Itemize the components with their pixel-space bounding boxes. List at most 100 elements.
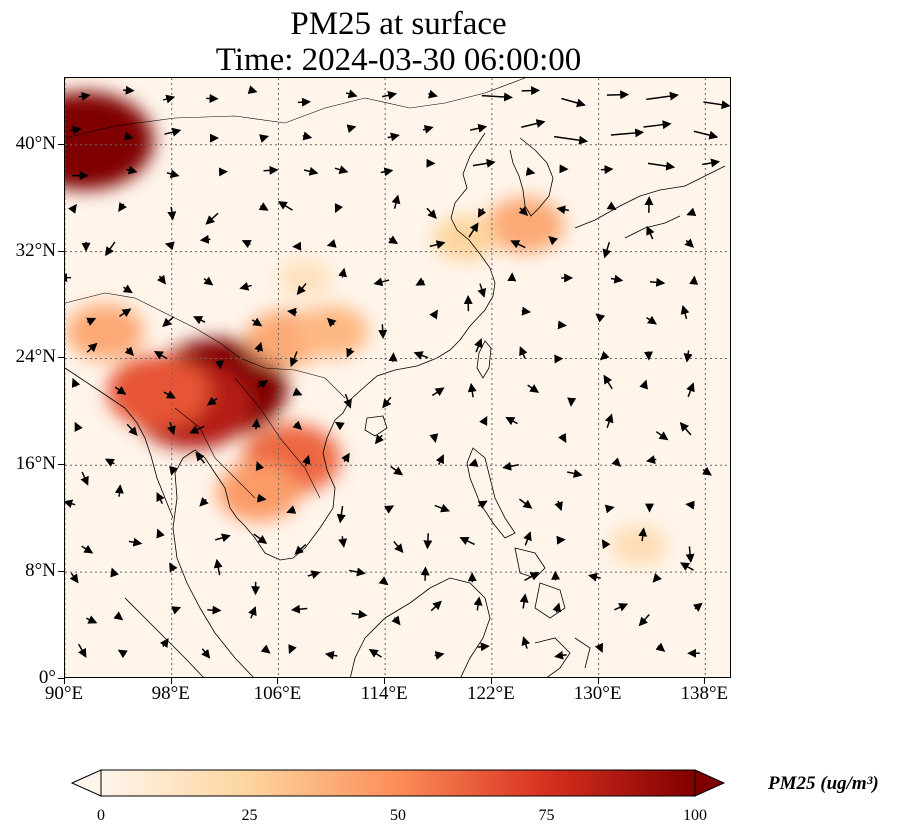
wind-arrow [382, 90, 398, 100]
wind-arrow [521, 119, 546, 128]
wind-arrow [65, 499, 76, 509]
wind-arrow [391, 194, 401, 209]
wind-arrow [251, 317, 263, 327]
wind-arrow [351, 609, 368, 619]
wind-arrow [206, 396, 218, 406]
wind-arrow [307, 570, 321, 579]
wind-arrow [205, 212, 219, 225]
wind-arrow [606, 201, 617, 211]
coastline-taiwan [476, 340, 492, 379]
wind-arrow [702, 158, 721, 168]
wind-arrow [260, 644, 271, 654]
wind-arrow [426, 207, 437, 219]
border-china-south [65, 292, 346, 399]
wind-arrow [289, 351, 299, 367]
wind-arrow [435, 454, 444, 465]
wind-arrow [429, 309, 438, 320]
coastline-korea [509, 137, 554, 217]
wind-arrow [701, 466, 712, 476]
wind-arrow [251, 418, 261, 430]
wind-arrow [561, 97, 586, 108]
wind-arrow [256, 380, 269, 389]
wind-arrow [684, 238, 694, 248]
colorbar-extend-min [70, 769, 102, 797]
coastline-hainan [364, 415, 388, 437]
wind-arrow [214, 360, 224, 370]
wind-arrow [474, 338, 483, 353]
longitude-tick-mark [384, 678, 386, 684]
wind-arrow [292, 387, 303, 396]
wind-arrow [413, 351, 429, 360]
coastline-myanmar [65, 367, 174, 519]
wind-arrow [384, 505, 395, 514]
wind-arrow [388, 352, 398, 362]
wind-arrow [477, 500, 488, 509]
wind-arrow [189, 425, 205, 434]
wind-arrow [519, 346, 528, 359]
wind-arrow [117, 649, 128, 659]
wind-arrow [248, 606, 257, 619]
wind-arrow [477, 642, 490, 652]
wind-arrow [685, 500, 695, 510]
wind-arrow [346, 347, 355, 358]
pm25-hotspot [610, 525, 668, 566]
wind-arrow [368, 649, 383, 658]
wind-arrow [123, 85, 135, 95]
wind-arrow [167, 421, 176, 436]
wind-arrow [510, 240, 526, 249]
wind-arrow [477, 207, 487, 218]
wind-arrow [169, 562, 178, 573]
wind-arrow [646, 225, 655, 240]
wind-arrow [686, 382, 695, 398]
wind-arrow [336, 506, 346, 524]
pm25-hotspot [65, 91, 154, 190]
wind-arrow [288, 644, 297, 655]
wind-arrow [302, 131, 313, 141]
wind-arrow [646, 455, 657, 465]
wind-arrow [213, 558, 223, 576]
pm25-hotspot [295, 305, 369, 359]
wind-arrow [600, 165, 614, 175]
wind-arrow [334, 421, 345, 431]
wind-arrow [286, 505, 297, 514]
longitude-tick-mark [277, 678, 279, 684]
latitude-tick-mark [58, 571, 64, 573]
wind-arrow [638, 527, 648, 542]
wind-arrow [643, 120, 672, 130]
wind-arrow [163, 390, 176, 399]
wind-arrow [548, 235, 558, 246]
wind-arrow [679, 562, 694, 571]
wind-arrow [326, 239, 337, 248]
wind-arrow [594, 642, 604, 653]
wind-arrow [525, 167, 536, 176]
coastline-luzon [466, 447, 516, 539]
wind-arrow [390, 465, 404, 476]
wind-arrow [524, 572, 540, 582]
longitude-tick-label: 122°E [467, 683, 515, 704]
wind-arrow [81, 544, 94, 554]
wind-arrow [557, 432, 567, 444]
wind-arrow [646, 91, 679, 101]
latitude-tick-label: 40°N [15, 132, 56, 154]
wind-arrow [159, 637, 169, 648]
wind-arrow [258, 202, 269, 211]
wind-arrow [114, 386, 127, 395]
wind-arrow [338, 267, 347, 278]
pm25-field [65, 78, 730, 677]
border-mongolia [65, 78, 526, 139]
wind-arrow [166, 169, 180, 179]
wind-arrow [162, 94, 176, 104]
wind-vectors [65, 85, 730, 660]
wind-arrow [126, 423, 138, 436]
wind-arrow [287, 307, 297, 317]
longitude-tick-mark [64, 678, 65, 684]
pm25-hotspot [65, 303, 145, 360]
wind-arrow [521, 306, 532, 316]
longitude-tick-mark [170, 678, 172, 684]
wind-arrow [374, 434, 385, 445]
wind-arrow [610, 274, 624, 284]
latitude-tick-label: 16°N [15, 453, 56, 475]
wind-arrow [257, 493, 267, 503]
wind-arrow [162, 316, 175, 328]
wind-arrow [241, 239, 252, 249]
